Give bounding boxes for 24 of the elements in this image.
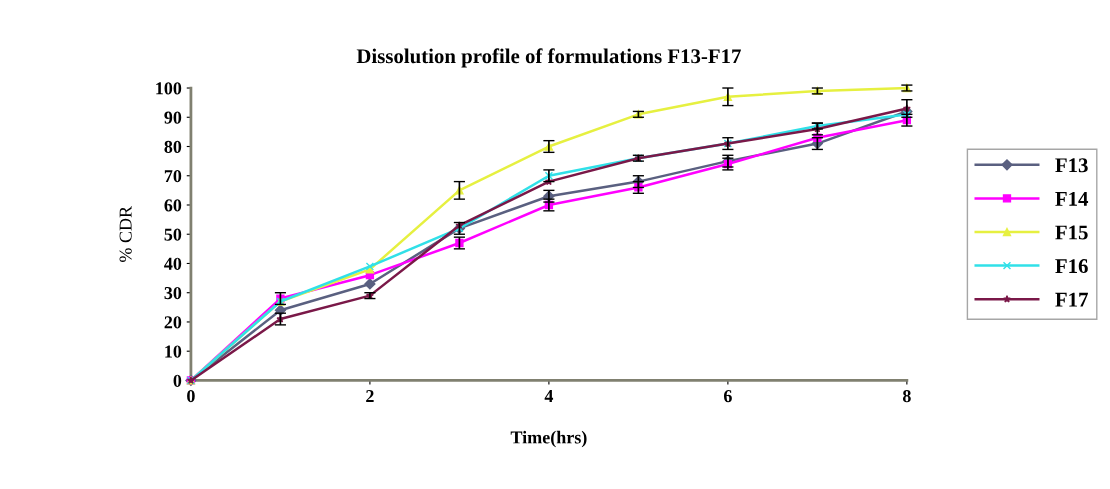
y-tick-label: 50	[164, 228, 182, 241]
y-tick-label: 100	[156, 82, 182, 95]
legend-label: F13	[1055, 158, 1088, 173]
legend-label: F17	[1055, 292, 1088, 307]
x-tick-label: 4	[544, 390, 554, 402]
y-tick-label: 80	[164, 140, 182, 153]
y-axis-title: % CDR	[119, 205, 132, 262]
x-axis-title: Time(hrs)	[510, 430, 587, 448]
legend-label: F15	[1055, 225, 1088, 240]
x-tick-label: 2	[366, 390, 374, 402]
y-tick-label: 20	[164, 316, 182, 329]
y-tick-label: 0	[173, 374, 182, 387]
x-tick-label: 0	[187, 389, 195, 403]
y-tick-label: 90	[164, 111, 182, 124]
y-tick-label: 30	[164, 286, 182, 300]
chart-title: Dissolution profile of formulations F13-F17	[356, 48, 741, 68]
legend-label: F14	[1055, 191, 1089, 206]
x-tick-label: 6	[723, 390, 732, 403]
x-tick-label: 8	[902, 389, 911, 403]
y-tick-label: 40	[164, 257, 182, 270]
y-tick-label: 70	[164, 170, 182, 183]
y-tick-label: 60	[164, 199, 182, 212]
legend-label: F16	[1055, 259, 1088, 274]
y-tick-label: 10	[165, 345, 182, 358]
